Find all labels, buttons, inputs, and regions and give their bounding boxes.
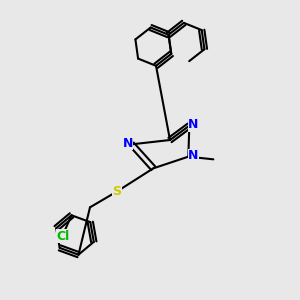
Text: Cl: Cl xyxy=(57,230,70,243)
Text: N: N xyxy=(122,137,133,150)
Text: N: N xyxy=(188,118,199,131)
Text: S: S xyxy=(112,185,121,198)
Text: N: N xyxy=(188,149,199,163)
